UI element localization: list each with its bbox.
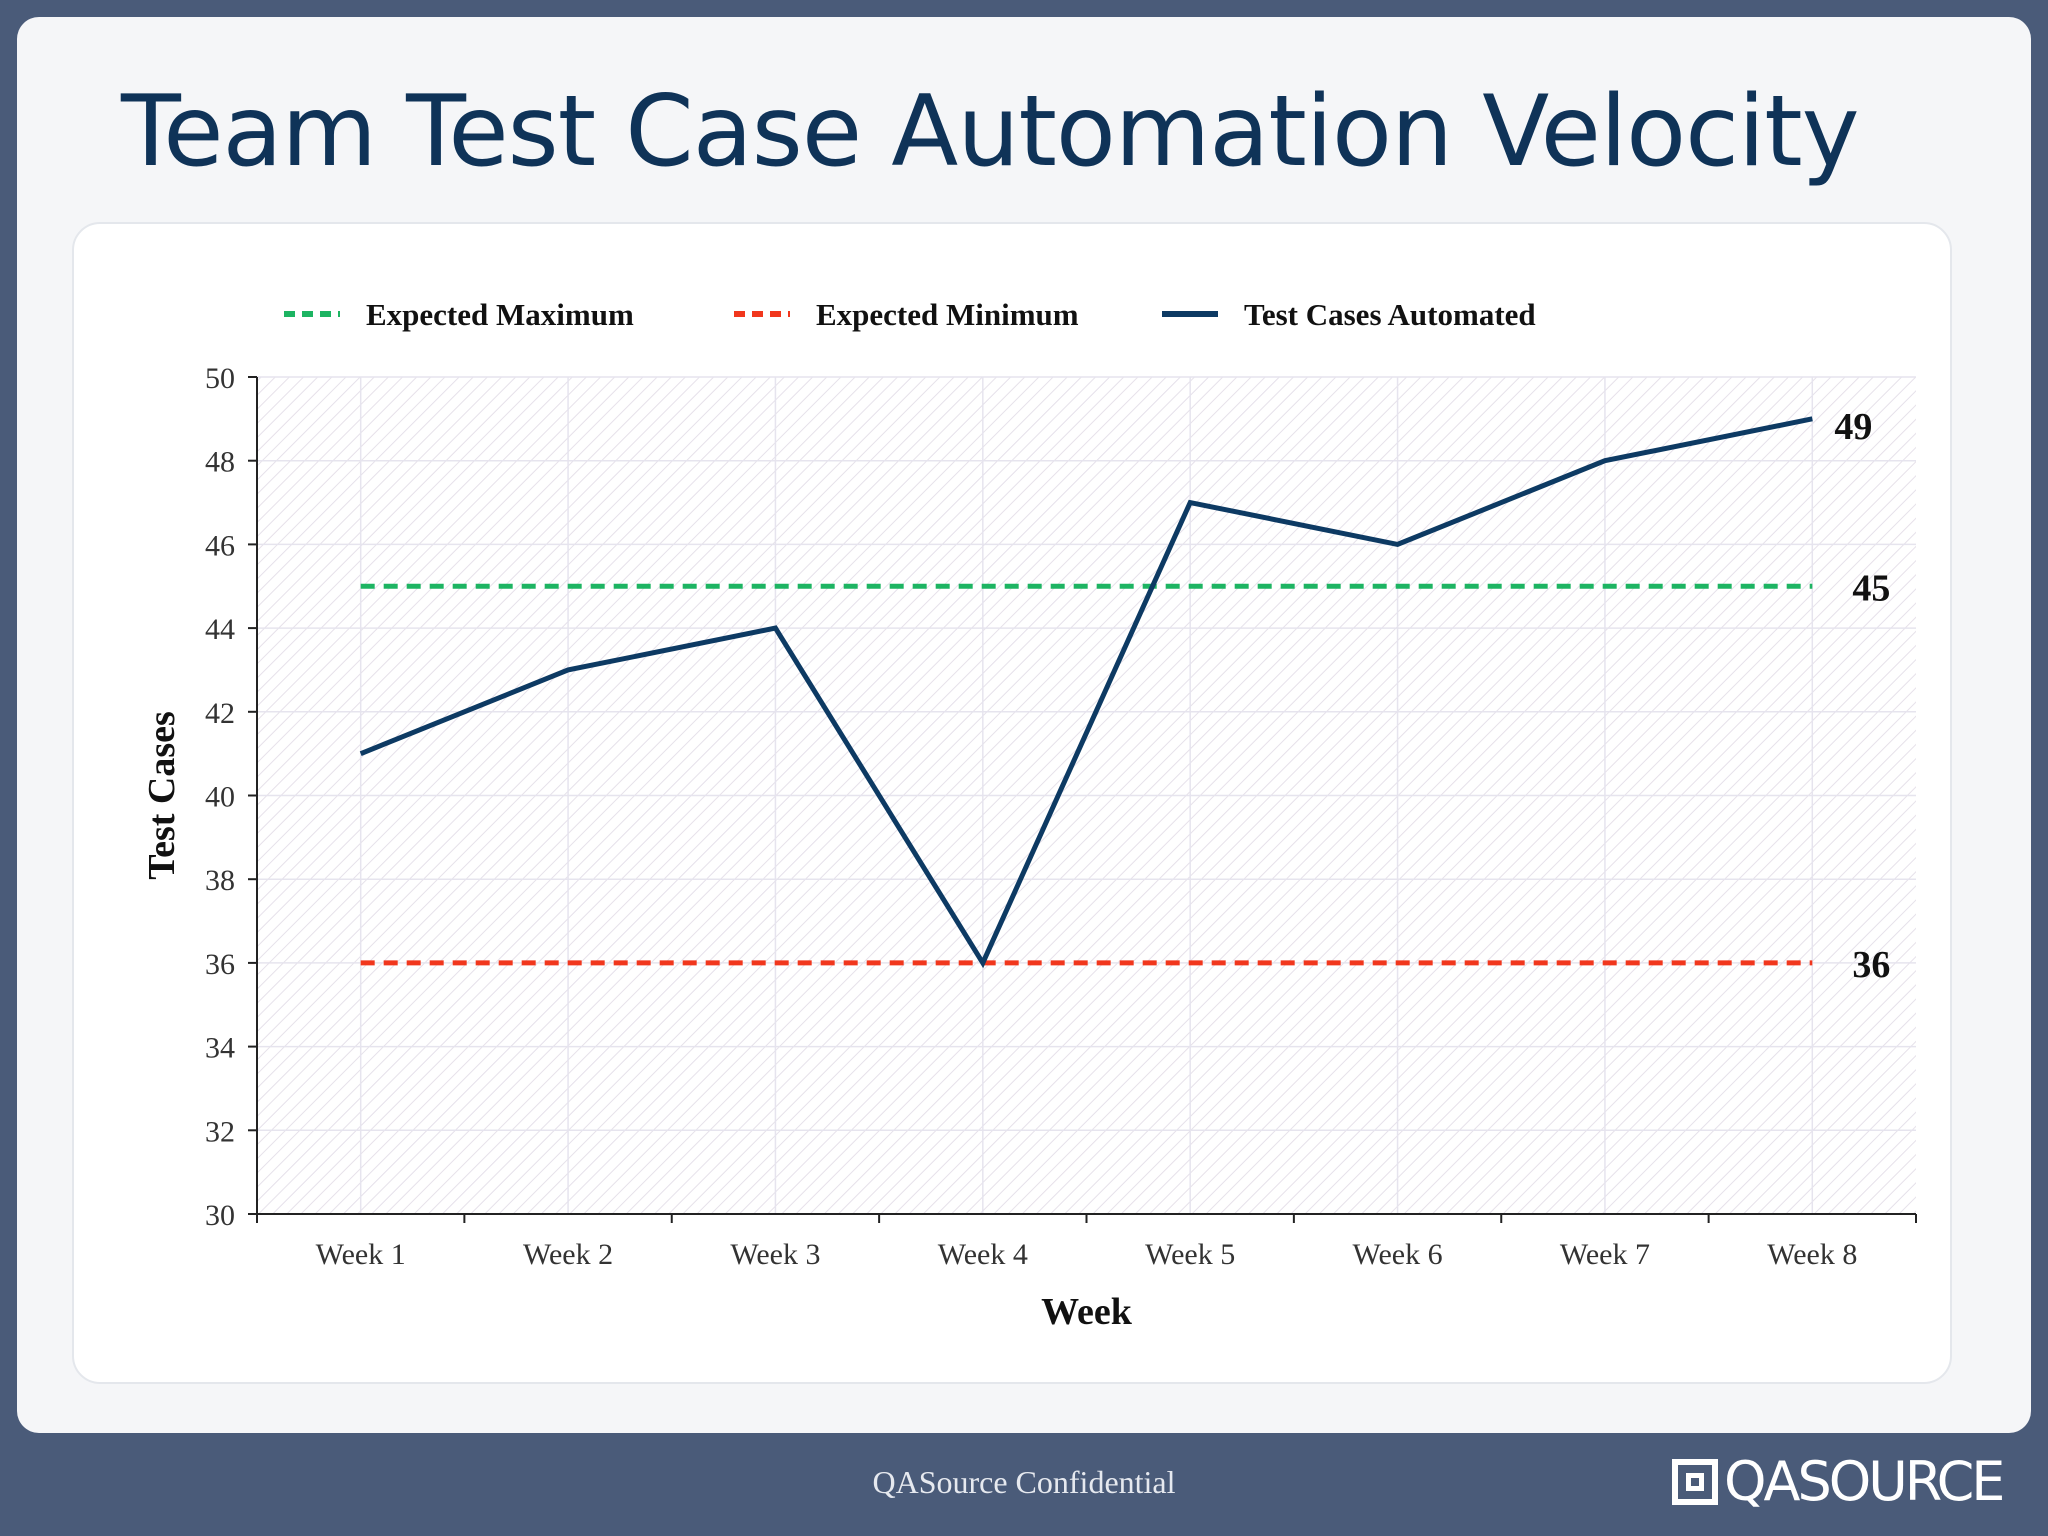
footer-confidential: QASource Confidential xyxy=(872,1464,1176,1500)
x-tick-label: Week 2 xyxy=(523,1238,613,1271)
chart-card: 30 32 34 36 38 40 42 44 46 48 50 Week 1 Week 2 Week 3… xyxy=(72,222,1952,1384)
y-tick-label: 46 xyxy=(205,529,235,562)
x-axis-label: Week xyxy=(1041,1291,1133,1333)
logo-text: QASOURCE xyxy=(1724,1450,2005,1513)
legend-label: Test Cases Automated xyxy=(1244,297,1536,332)
legend: Expected Maximum Expected Minimum Test Cas… xyxy=(284,297,1536,332)
y-tick-label: 42 xyxy=(205,697,235,730)
y-tick-label: 32 xyxy=(205,1115,235,1148)
y-tick-label: 36 xyxy=(205,948,235,981)
axes: 30 32 34 36 38 40 42 44 46 48 50 Week 1 Week 2 Week 3… xyxy=(205,362,1917,1271)
x-tick-label: Week 3 xyxy=(730,1238,820,1271)
slide-panel: Team Test Case Automation Velocity 30 32 3… xyxy=(17,17,2031,1433)
series-line-test-cases-automated xyxy=(359,416,1813,969)
grid-lines xyxy=(257,376,1916,1215)
company-logo: QASOURCE xyxy=(1672,1450,2005,1513)
x-tick-label: Week 8 xyxy=(1767,1238,1857,1271)
end-labels: 45 36 49 xyxy=(1834,406,1890,986)
legend-label: Expected Maximum xyxy=(366,297,634,332)
x-tick-label: Week 5 xyxy=(1145,1238,1235,1271)
y-tick-label: 44 xyxy=(205,613,235,646)
series-layer xyxy=(359,416,1813,969)
y-tick-label: 34 xyxy=(205,1032,235,1065)
x-tick-label: Week 1 xyxy=(316,1238,406,1271)
slide-title: Team Test Case Automation Velocity xyxy=(121,75,1860,189)
x-tick-label: Week 6 xyxy=(1353,1238,1443,1271)
x-tick-label: Week 4 xyxy=(938,1238,1028,1271)
end-value-label: 49 xyxy=(1834,406,1872,448)
x-tick-label: Week 7 xyxy=(1560,1238,1650,1271)
line-chart: 30 32 34 36 38 40 42 44 46 48 50 Week 1 Week 2 Week 3… xyxy=(141,297,1917,1333)
end-value-label: 45 xyxy=(1852,567,1890,609)
y-tick-label: 30 xyxy=(205,1199,235,1232)
y-axis-label: Test Cases xyxy=(141,711,183,880)
logo-mark-icon xyxy=(1672,1459,1718,1505)
y-tick-label: 50 xyxy=(205,362,235,395)
y-tick-label: 40 xyxy=(205,781,235,814)
legend-label: Expected Minimum xyxy=(816,297,1079,332)
end-value-label: 36 xyxy=(1852,944,1890,986)
y-tick-label: 38 xyxy=(205,864,235,897)
y-tick-label: 48 xyxy=(205,446,235,479)
